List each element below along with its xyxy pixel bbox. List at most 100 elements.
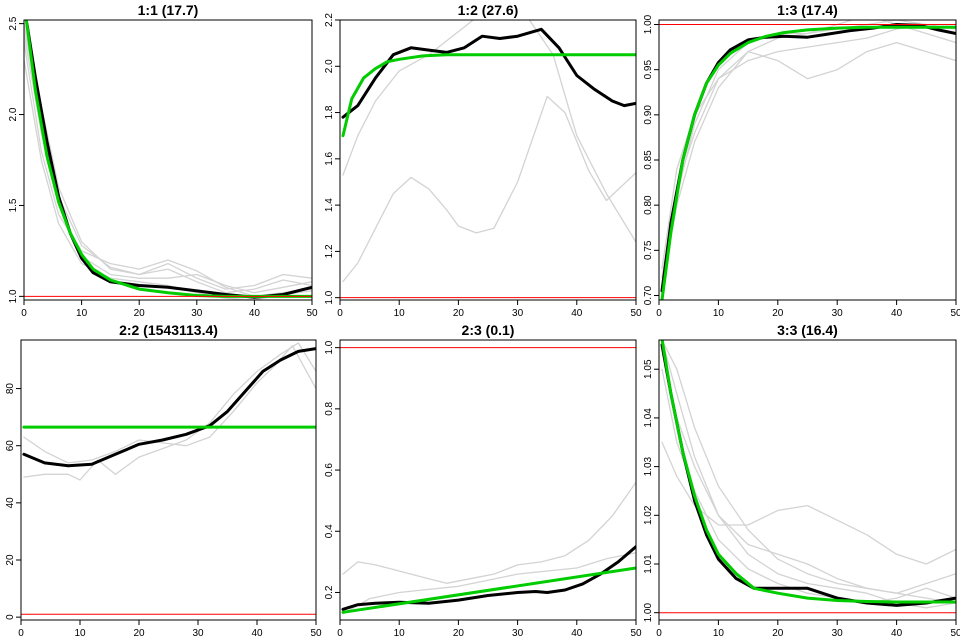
y-tick-label: 1.0: [324, 340, 335, 354]
background-series-line: [25, 20, 312, 290]
x-tick-label: 30: [512, 628, 524, 639]
x-tick-label: 30: [832, 628, 844, 639]
x-tick-label: 0: [18, 628, 24, 639]
background-series-line: [24, 59, 312, 300]
x-tick-label: 20: [453, 308, 465, 319]
x-tick-label: 20: [772, 308, 784, 319]
panel-title: 3:3 (16.4): [777, 322, 838, 338]
background-series-line: [342, 481, 636, 584]
y-tick-label: 0.90: [643, 105, 654, 125]
data-series-line: [341, 27, 636, 119]
background-series-line: [661, 23, 956, 270]
y-tick-label: 1.8: [324, 105, 335, 119]
data-series-line: [341, 545, 636, 611]
data-series-line: [22, 347, 316, 468]
y-tick-label: 1.0: [324, 290, 335, 304]
x-tick-label: 40: [249, 308, 261, 319]
panel-title: 1:2 (27.6): [458, 2, 519, 18]
background-series-line: [24, 41, 312, 298]
background-series-line: [342, 552, 636, 615]
panel-title: 1:1 (17.7): [138, 2, 199, 18]
y-tick-label: 0: [5, 614, 16, 620]
x-tick-label: 50: [306, 308, 318, 319]
y-tick-label: 1.00: [643, 603, 654, 623]
y-tick-label: 0.2: [324, 585, 335, 599]
x-tick-label: 50: [310, 628, 322, 639]
y-tick-label: 0.95: [643, 60, 654, 80]
x-tick-label: 0: [337, 628, 343, 639]
x-tick-label: 10: [74, 628, 86, 639]
x-tick-label: 50: [630, 308, 642, 319]
chart-panel: 1:2 (27.6) 0 10 20 30 40 50 1.0 1.2 1.4 1.6 1.8 2.0 2…: [324, 2, 642, 319]
y-tick-label: 0.4: [324, 524, 335, 538]
x-tick-label: 10: [713, 308, 725, 319]
background-series-line: [661, 349, 956, 604]
plot-frame: [20, 339, 317, 621]
plot-frame: [23, 19, 313, 301]
background-series-line: [661, 20, 956, 297]
y-tick-label: 0.85: [643, 150, 654, 170]
x-tick-label: 30: [832, 308, 844, 319]
y-tick-label: 1.4: [324, 198, 335, 212]
y-tick-label: 20: [5, 554, 16, 566]
chart-panel: 2:2 (1543113.4) 0 10 20 30 40 50 0 20 40 60 80: [5, 322, 322, 639]
x-tick-label: 20: [772, 628, 784, 639]
x-tick-label: 40: [891, 308, 903, 319]
x-tick-label: 40: [571, 308, 583, 319]
background-series-line: [342, 95, 636, 283]
x-tick-label: 50: [950, 308, 960, 319]
x-tick-label: 30: [191, 308, 203, 319]
plot-frame: [658, 19, 957, 301]
chart-panel: 3:3 (16.4) 0 10 20 30 40 50 1.00 1.01 1.02 1.03 1.0…: [643, 322, 960, 639]
y-tick-label: 1.00: [643, 14, 654, 34]
background-series-line: [661, 441, 956, 565]
x-tick-label: 0: [656, 628, 662, 639]
y-tick-label: 2.0: [324, 59, 335, 73]
y-tick-label: 1.5: [8, 198, 19, 212]
x-tick-label: 10: [713, 628, 725, 639]
fit-series-line: [341, 566, 636, 614]
background-series-line: [661, 340, 956, 594]
x-tick-label: 40: [251, 628, 263, 639]
y-tick-label: 40: [5, 497, 16, 509]
fit-series-line: [660, 25, 956, 300]
fit-series-line: [660, 340, 956, 604]
x-tick-label: 20: [133, 628, 145, 639]
y-tick-label: 1.03: [643, 456, 654, 476]
background-series-line: [24, 22, 312, 294]
panel-title: 2:3 (0.1): [462, 322, 515, 338]
background-series-line: [24, 32, 312, 294]
x-tick-label: 40: [891, 628, 903, 639]
y-tick-label: 1.0: [8, 289, 19, 303]
data-series-line: [660, 343, 956, 607]
x-tick-label: 30: [192, 628, 204, 639]
y-tick-label: 2.5: [8, 16, 19, 30]
fit-series-line: [341, 53, 636, 138]
chart-panel: 2:3 (0.1) 0 10 20 30 40 50 0.2 0.4 0.6 0.8 1.0: [324, 322, 642, 639]
x-tick-label: 20: [453, 628, 465, 639]
x-tick-label: 10: [76, 308, 88, 319]
background-series-line: [661, 20, 956, 288]
x-tick-label: 40: [571, 628, 583, 639]
panel-title: 1:3 (17.4): [777, 2, 838, 18]
data-series-line: [25, 22, 312, 299]
y-tick-label: 2.0: [8, 107, 19, 121]
plot-frame: [339, 339, 637, 621]
y-tick-label: 1.2: [324, 244, 335, 258]
x-tick-label: 0: [21, 308, 27, 319]
y-tick-label: 1.6: [324, 151, 335, 165]
plot-frame: [339, 19, 637, 301]
y-tick-label: 1.04: [643, 408, 654, 428]
y-tick-label: 80: [5, 383, 16, 395]
x-tick-label: 50: [630, 628, 642, 639]
data-series-line: [660, 23, 956, 293]
x-tick-label: 0: [337, 308, 343, 319]
background-series-line: [661, 340, 956, 609]
y-tick-label: 0.8: [324, 401, 335, 415]
background-series-line: [661, 41, 956, 279]
chart-panel: 1:1 (17.7) 0 10 20 30 40 50 1.0 1.5 2.0 2.5: [8, 2, 318, 319]
y-tick-label: 0.6: [324, 463, 335, 477]
background-series-line: [23, 342, 316, 481]
y-tick-label: 1.02: [643, 505, 654, 525]
